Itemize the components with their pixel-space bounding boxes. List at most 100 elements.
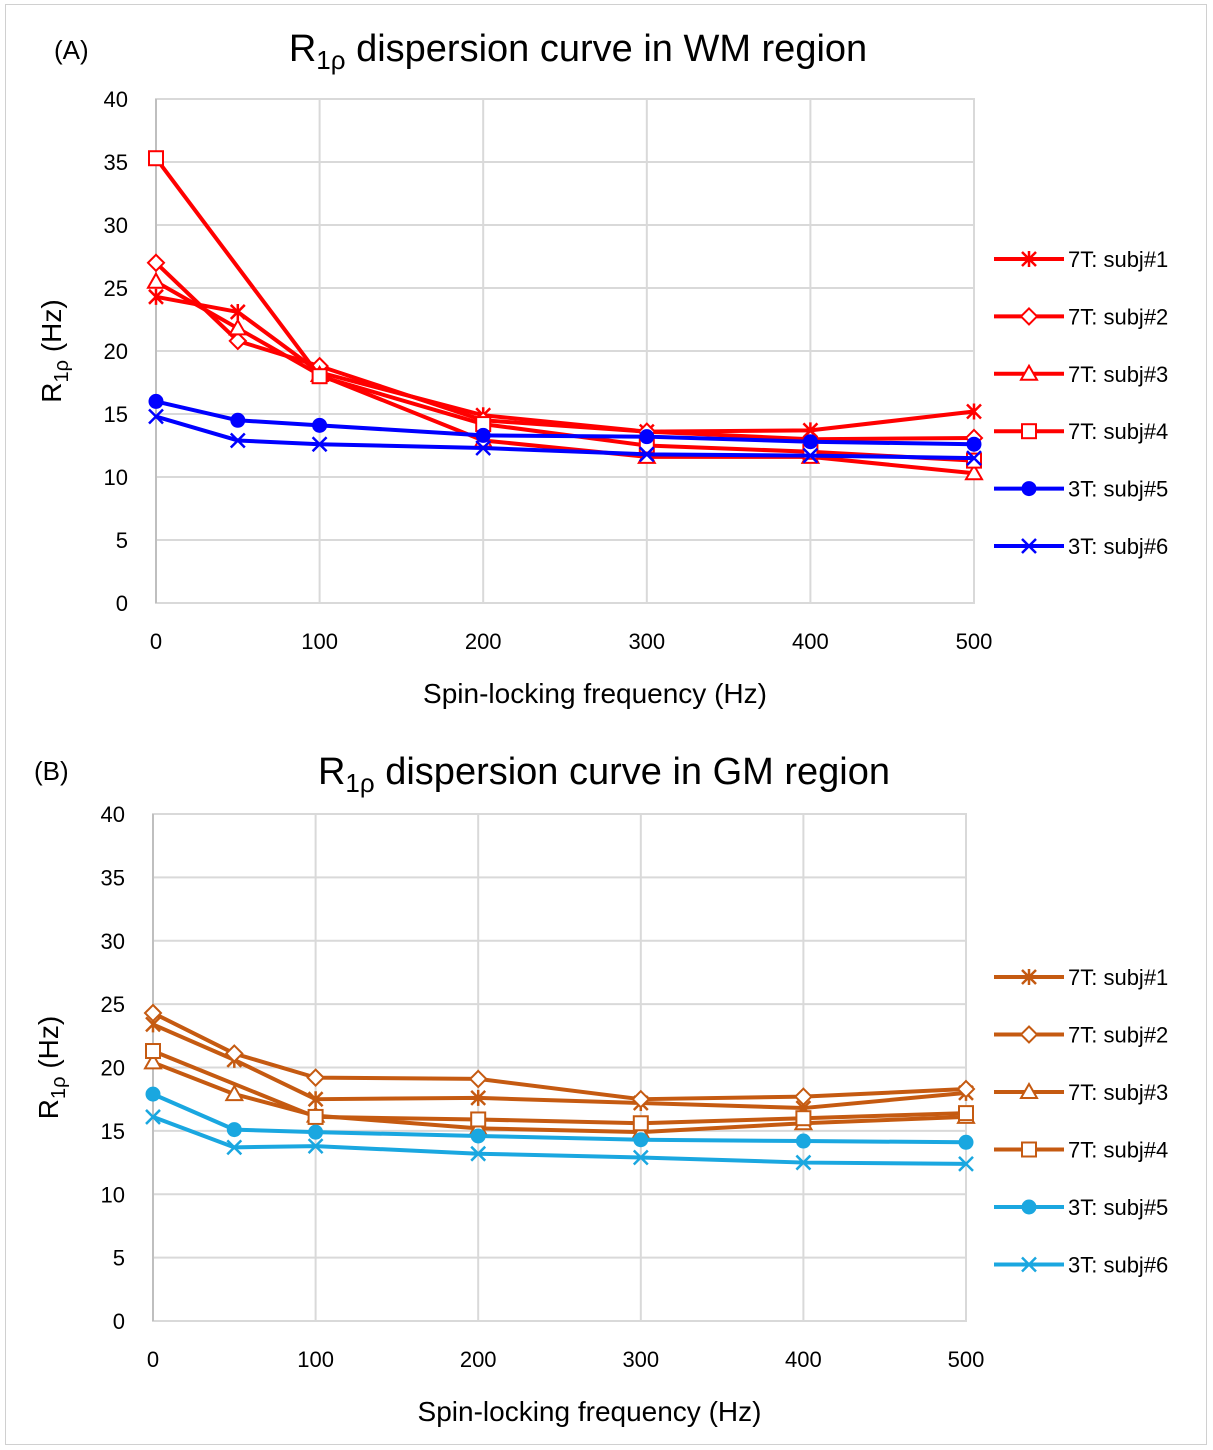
data-point [226,1139,243,1156]
y-tick-label: 0 [116,591,128,616]
data-point [148,408,164,425]
legend-item: 7T: subj#2 [994,1023,1168,1048]
legend-label: 3T: subj#5 [1068,1195,1168,1220]
panel-label: (A) [54,35,89,65]
legend-marker [1021,251,1037,267]
panel-label: (B) [34,756,69,786]
series-1 [148,288,982,440]
data-point [230,412,246,428]
series-line [154,157,975,463]
y-tick-label: 0 [113,1309,125,1334]
data-point [966,403,982,420]
data-point [632,1115,649,1132]
y-axis-title: R1ρ (Hz) [36,299,73,402]
data-point [958,1155,974,1172]
data-point [308,1124,324,1140]
data-point [802,434,818,450]
series-2 [143,1003,976,1109]
legend-marker [1019,1081,1039,1099]
legend-item: 3T: subj#6 [994,534,1168,559]
series-4 [148,150,982,469]
series-line [155,294,975,434]
data-point [475,440,492,456]
y-tick-label: 35 [101,865,125,890]
data-point [224,1044,244,1063]
data-point [470,1145,487,1162]
legend-label: 7T: subj#1 [1068,965,1168,990]
legend-marker [1021,1199,1037,1215]
data-point [224,1084,245,1102]
data-point [229,432,246,449]
y-tick-label: 30 [104,213,128,238]
chart-title-main: R [318,751,345,793]
data-point [639,429,655,445]
chart-panel-wm: (A) R1ρ dispersion curve in WM region 0 5 10… [5,4,1207,724]
x-tick-label: 500 [956,629,993,654]
x-tick-label: 200 [465,629,502,654]
chart-title: R1ρ dispersion curve in GM region [318,751,890,798]
data-point [143,1003,163,1023]
data-point [145,1043,161,1060]
x-tick-label: 100 [301,629,338,654]
y-tick-label: 25 [101,992,125,1017]
x-tick-label: 300 [622,1347,659,1372]
legend-marker [1021,481,1037,497]
data-point [228,331,248,351]
data-point [966,436,982,452]
x-tick-label: 300 [628,629,665,654]
data-point [228,318,248,336]
series-line [152,1011,967,1102]
data-point [145,1086,161,1102]
data-point [307,1091,324,1108]
legend-marker [1019,1025,1039,1044]
y-axis-title-main: R [36,382,67,402]
y-tick-label: 30 [101,929,125,954]
series-5 [148,393,982,452]
data-point [148,393,164,409]
chart-panel-gm: (B) R1ρ dispersion curve in GM region 0 5 10… [5,722,1207,1445]
y-tick-label: 10 [101,1182,125,1207]
chart-title-subscript: 1ρ [345,768,374,798]
data-point [307,1138,324,1154]
y-tick-label: 15 [101,1119,125,1144]
data-point [638,446,655,463]
series-3 [146,271,984,481]
x-tick-label: 400 [792,629,829,654]
data-point [470,1089,487,1106]
data-point [632,1149,649,1166]
legend-item: 7T: subj#1 [994,965,1168,990]
legend-item: 7T: subj#3 [994,1080,1168,1105]
data-point [143,1052,163,1070]
y-tick-label: 5 [113,1246,125,1271]
chart-title-rest: dispersion curve in WM region [346,28,868,70]
data-point [470,1111,487,1128]
legend-label: 3T: subj#5 [1068,477,1168,502]
legend-label: 7T: subj#3 [1068,1080,1168,1105]
data-point [229,303,246,320]
legend-marker [1021,969,1037,985]
legend-label: 7T: subj#1 [1068,247,1168,272]
data-point [958,1105,974,1122]
data-point [145,1109,161,1125]
legend-label: 3T: subj#6 [1068,1253,1168,1278]
x-tick-label: 400 [785,1347,822,1372]
x-tick-label: 100 [297,1347,334,1372]
x-tick-label: 0 [147,1347,159,1372]
chart-title-subscript: 1ρ [316,45,345,75]
y-tick-label: 15 [104,402,128,427]
y-tick-label: 10 [104,465,128,490]
data-point [795,1133,811,1149]
data-point [470,1128,486,1144]
series-line [152,1049,967,1126]
y-tick-label: 35 [104,150,128,175]
legend-label: 7T: subj#2 [1068,1023,1168,1048]
chart-title: R1ρ dispersion curve in WM region [289,28,867,75]
legend-label: 7T: subj#4 [1068,1138,1168,1163]
series-6 [148,408,982,466]
data-point [475,427,491,443]
y-tick-label: 25 [104,276,128,301]
legend-item: 7T: subj#3 [994,362,1168,387]
data-point [306,1068,326,1088]
chart-wm-svg: (A) R1ρ dispersion curve in WM region0510… [36,28,1168,709]
y-axis-title-rest: (Hz) [33,1016,64,1077]
